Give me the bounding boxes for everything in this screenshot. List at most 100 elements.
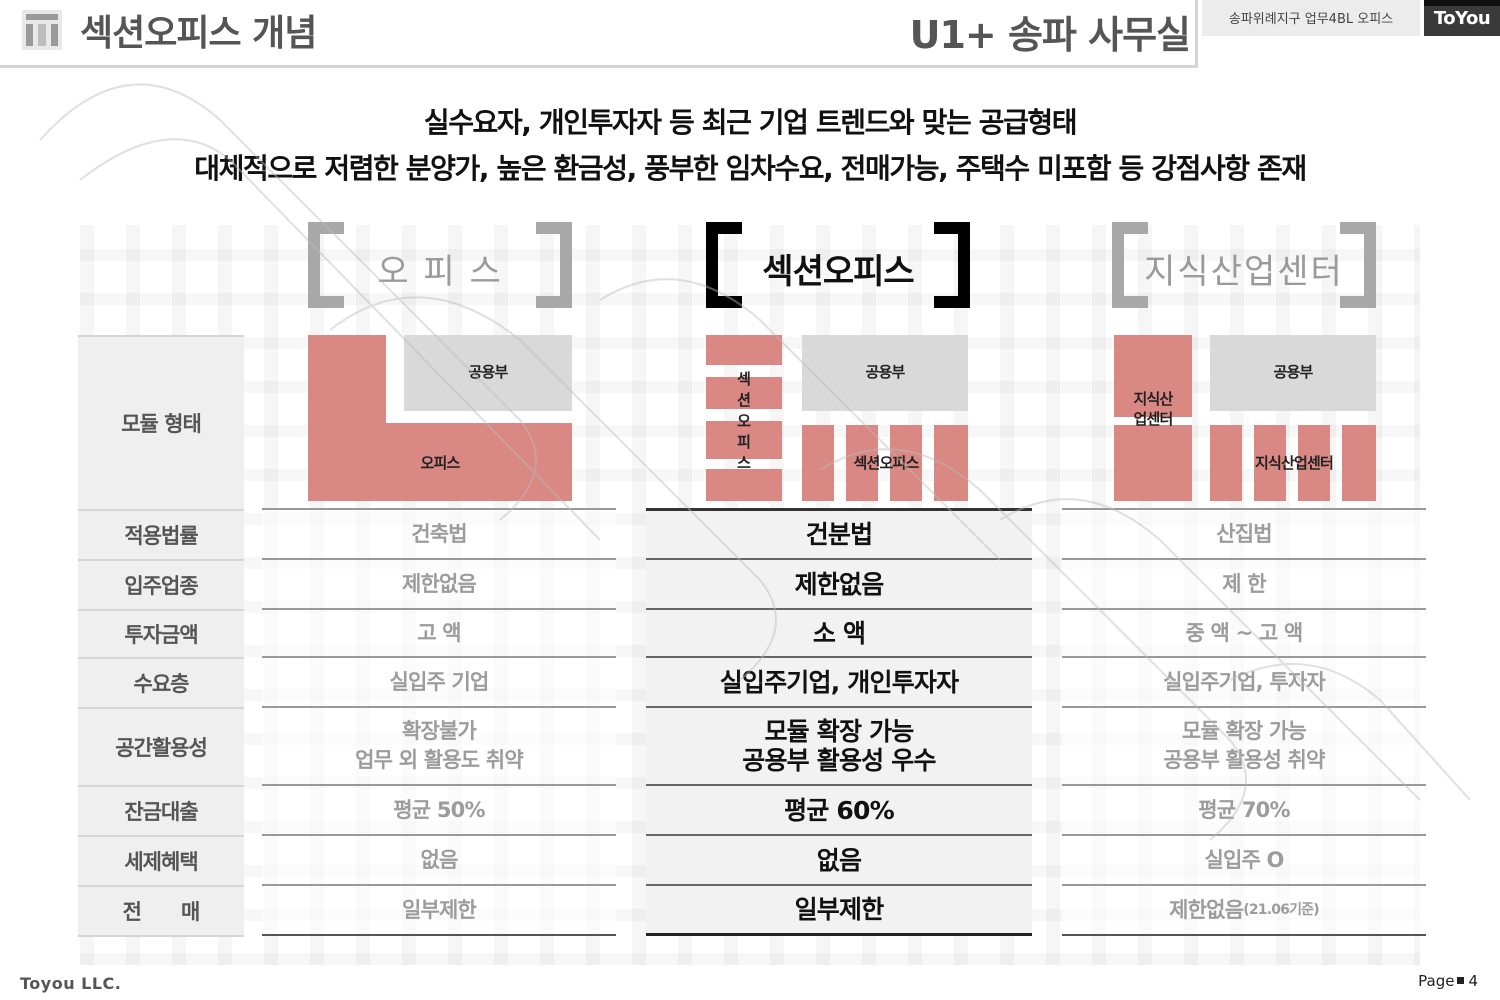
page-label: Page	[1418, 972, 1455, 990]
cell-text: 평균 70%	[1198, 797, 1290, 822]
cell-industry: 제 한	[1062, 558, 1426, 608]
cell-loan: 평균 70%	[1062, 784, 1426, 834]
right-bracket	[536, 222, 572, 308]
intro-line-1: 실수요자, 개인투자자 등 최근 기업 트렌드와 맞는 공급형태	[423, 106, 1078, 139]
cell-resale: 제한없음 (21.06기준)	[1062, 884, 1426, 936]
unit-block	[890, 425, 922, 501]
shared-area-block	[1210, 335, 1376, 411]
cell-text: 산집법	[1216, 521, 1272, 546]
cell-text: 건분법	[805, 520, 873, 549]
cell-text: 평균 60%	[784, 795, 895, 825]
cell-space: 모듈 확장 가능 공용부 활용성 취약	[1062, 706, 1426, 784]
cell-text: 건축법	[411, 521, 467, 546]
column-heading-section-office: 섹션오피스	[706, 222, 970, 310]
row-label-resale: 전 매	[78, 885, 244, 937]
module-diagram-office: 공용부 오피스	[308, 335, 572, 503]
cell-text: 고 액	[417, 620, 461, 645]
shared-area-label: 공용부	[468, 363, 508, 381]
row-label-loan: 잔금대출	[78, 785, 244, 835]
cell-law: 산집법	[1062, 508, 1426, 558]
cell-tax: 없음	[262, 834, 616, 884]
right-bracket	[934, 222, 970, 308]
column-heading-knowledge-center: 지식산업센터	[1112, 222, 1376, 310]
cell-text: 실입주 기업	[389, 669, 489, 694]
shared-area-label: 공용부	[1273, 363, 1313, 381]
cell-text: 중 액 ~ 고 액	[1185, 620, 1304, 645]
cell-text: 실입주 O	[1204, 847, 1284, 872]
cell-text-line-2: 업무 외 활용도 취약	[355, 748, 524, 772]
brand-stripe	[1424, 0, 1500, 6]
unit-block	[802, 425, 834, 501]
unit-block	[1342, 425, 1376, 501]
cell-text-line-2: 공용부 활용성 취약	[1163, 748, 1325, 772]
project-title: U1+ 송파 사무실	[909, 13, 1191, 57]
left-bracket	[706, 222, 742, 308]
cell-loan: 평균 50%	[262, 784, 616, 834]
cell-text-line-1: 모듈 확장 가능	[764, 717, 914, 746]
row-label-industry: 입주업종	[78, 559, 244, 609]
unit-block	[706, 421, 782, 459]
cell-tax: 없음	[646, 834, 1032, 884]
right-bracket	[1340, 222, 1376, 308]
unit-block	[1210, 425, 1242, 501]
shared-area-block	[802, 335, 968, 411]
header-bar	[0, 0, 1198, 68]
left-bracket	[308, 222, 344, 308]
intro-line-2: 대체적으로 저렴한 분양가, 높은 환금성, 풍부한 임차수요, 전매가능, 주…	[194, 152, 1307, 185]
cell-text: 제한없음	[794, 569, 885, 599]
office-label: 오피스	[420, 454, 460, 472]
column-heading-office: 오 피 스	[308, 222, 572, 310]
row-label-investment: 투자금액	[78, 609, 244, 657]
unit-block	[706, 335, 782, 365]
footer-company: Toyou LLC.	[20, 974, 122, 993]
row-label-module: 모듈 형태	[78, 335, 244, 509]
module-diagram-knowledge-center: 지식산 업센터 공용부 지식산업센터	[1114, 335, 1376, 503]
unit-block	[934, 425, 968, 501]
cell-text: 실입주기업, 개인투자자	[719, 667, 959, 697]
side-label-2: 업센터	[1133, 410, 1173, 428]
cell-text: 제한없음	[1169, 897, 1244, 922]
unit-block	[846, 425, 878, 501]
cell-space: 모듈 확장 가능 공용부 활용성 우수	[646, 706, 1032, 784]
gap	[1114, 417, 1192, 425]
cell-law: 건분법	[646, 508, 1032, 558]
cell-demand: 실입주기업, 투자자	[1062, 656, 1426, 706]
vertical-section-label: 섹션오피스	[737, 370, 751, 472]
cell-text-line-1: 모듈 확장 가능	[1181, 719, 1307, 743]
page-title: 섹션오피스 개념	[80, 13, 317, 54]
column-heading-label: 오 피 스	[377, 252, 503, 292]
cell-text: 평균 50%	[393, 797, 485, 822]
logo-icon	[22, 10, 62, 50]
cell-investment: 고 액	[262, 608, 616, 656]
cell-text: 제 한	[1222, 571, 1266, 596]
column-heading-label: 섹션오피스	[762, 252, 914, 292]
cell-text: 제한없음	[401, 571, 477, 596]
cell-loan: 평균 60%	[646, 784, 1032, 834]
cell-resale: 일부제한	[646, 884, 1032, 936]
cell-demand: 실입주 기업	[262, 656, 616, 706]
module-diagram-section-office: 섹션오피스 공용부 섹션오피스	[706, 335, 968, 503]
page-number: 4	[1468, 972, 1478, 990]
knowledge-center-label: 지식산업센터	[1254, 454, 1334, 472]
cell-text: 없음	[420, 847, 458, 872]
page-separator-icon	[1457, 977, 1465, 984]
cell-industry: 제한없음	[262, 558, 616, 608]
cell-note: (21.06기준)	[1243, 901, 1319, 918]
cell-law: 건축법	[262, 508, 616, 558]
intro-block: 실수요자, 개인투자자 등 최근 기업 트렌드와 맞는 공급형태 대체적으로 저…	[0, 100, 1500, 192]
shared-area-block	[404, 335, 572, 411]
cell-text-line-2: 공용부 활용성 우수	[742, 746, 936, 775]
cell-text: 소 액	[812, 618, 866, 648]
cell-text: 일부제한	[794, 895, 885, 924]
cell-space: 확장불가 업무 외 활용도 취약	[262, 706, 616, 784]
column-heading-label: 지식산업센터	[1144, 252, 1344, 292]
row-label-law: 적용법률	[78, 509, 244, 559]
cell-text: 실입주기업, 투자자	[1163, 669, 1326, 694]
cell-text-line-1: 확장불가	[401, 719, 477, 743]
page-indicator: Page 4	[1418, 972, 1478, 990]
cell-investment: 중 액 ~ 고 액	[1062, 608, 1426, 656]
row-label-demand: 수요층	[78, 657, 244, 707]
cell-industry: 제한없음	[646, 558, 1032, 608]
unit-block	[1298, 425, 1330, 501]
cell-investment: 소 액	[646, 608, 1032, 656]
